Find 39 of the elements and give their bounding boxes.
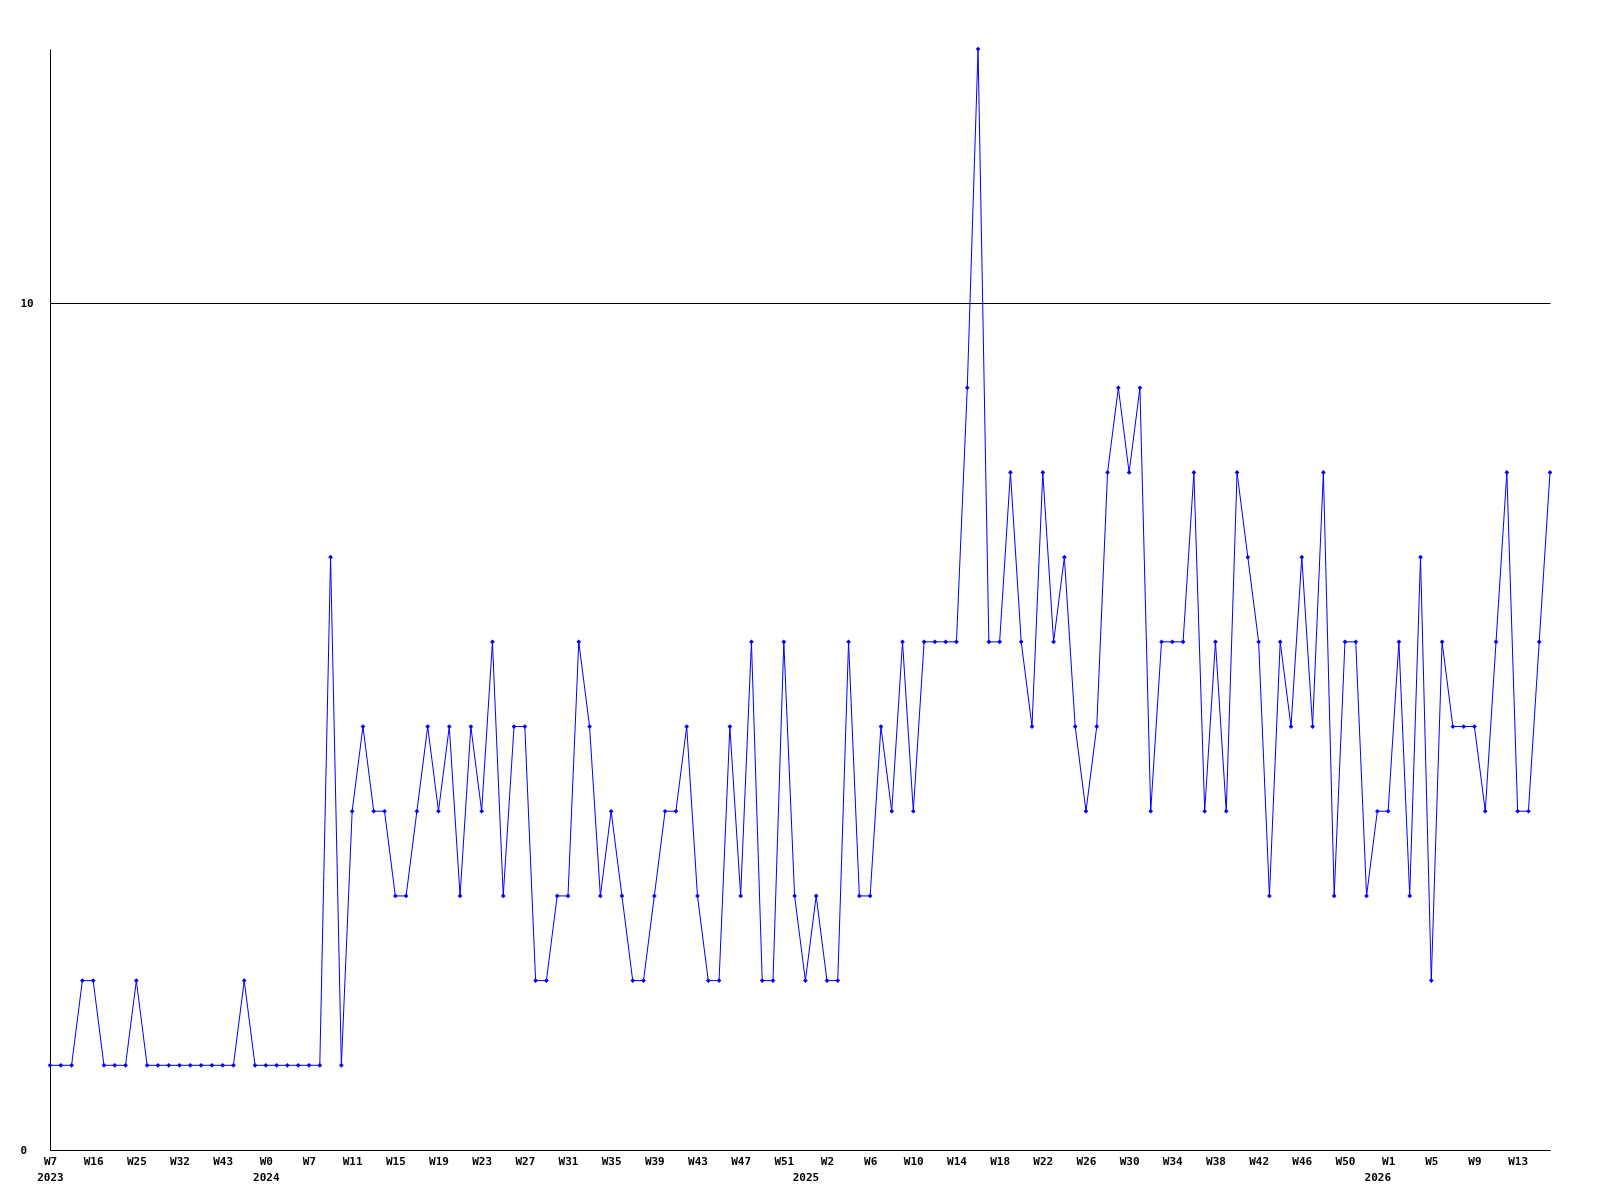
x-tick-label: W34 <box>1162 1154 1184 1168</box>
x-tick-label: 2026 <box>1364 1170 1392 1184</box>
x-tick-label: W7 2023 <box>37 1154 64 1184</box>
x-tick-label: W22 <box>1033 1154 1054 1168</box>
x-tick-label: W11 <box>342 1154 363 1168</box>
x-tick-label: W30 <box>1119 1154 1140 1168</box>
x-tick-label: W47 <box>731 1154 752 1168</box>
x-tick-label: W32 <box>170 1154 190 1168</box>
y-tick-label: 10 <box>20 296 34 310</box>
x-tick-label: W10 <box>903 1154 924 1168</box>
x-tick-label: W6 <box>864 1154 878 1168</box>
x-tick-label: W43 <box>688 1154 708 1168</box>
x-tick-label: 2025 <box>792 1170 820 1184</box>
x-tick-label: W31 <box>558 1154 579 1168</box>
x-tick-label: W1 <box>1382 1154 1396 1168</box>
x-tick-label: W15 <box>385 1154 406 1168</box>
y-tick-label: 0 <box>20 1143 28 1157</box>
x-tick-label: W27 <box>515 1154 536 1168</box>
x-tick-label: W16 <box>83 1154 104 1168</box>
x-tick-label: W0 2024 <box>253 1154 280 1184</box>
x-tick-label: W19 <box>429 1154 449 1168</box>
x-tick-label: W13 <box>1508 1154 1529 1168</box>
x-tick-label: W46 <box>1292 1154 1313 1168</box>
x-tick-label: W2 <box>820 1154 835 1168</box>
x-tick-label: W9 <box>1468 1154 1482 1168</box>
x-tick-label: W43 <box>213 1154 234 1168</box>
x-tick-label: W14 <box>947 1154 968 1168</box>
x-tick-label: W51 <box>774 1154 795 1168</box>
x-tick-label: W25 <box>126 1154 147 1168</box>
x-tick-label: W38 <box>1206 1154 1226 1168</box>
x-tick-label: W50 <box>1335 1154 1356 1168</box>
x-tick-label: W35 <box>601 1154 622 1168</box>
x-tick-label: W5 <box>1425 1154 1439 1168</box>
x-tick-label: W18 <box>990 1154 1011 1168</box>
x-tick-label: W23 <box>472 1154 493 1168</box>
x-tick-label: W42 <box>1249 1154 1270 1168</box>
x-tick-label: W39 <box>644 1154 665 1168</box>
x-tick-label: W26 <box>1076 1154 1097 1168</box>
x-tick-label: W7 <box>302 1154 317 1168</box>
